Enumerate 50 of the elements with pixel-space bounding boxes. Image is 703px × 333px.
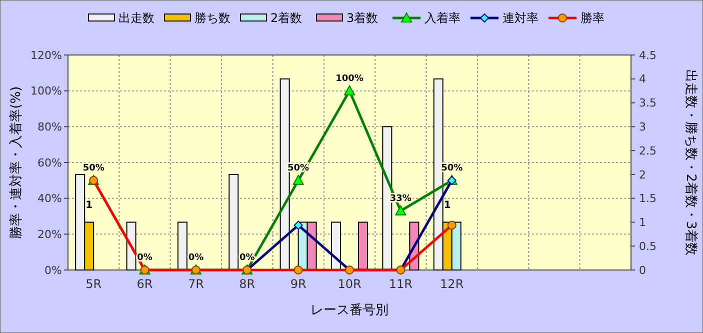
x-tick-label: 12R <box>440 277 464 291</box>
y2-tick-label: 3 <box>639 120 646 134</box>
y2-axis-title: 出走数・勝ち数・2着数・3着数 <box>683 70 699 256</box>
y2-tick-label: 0.5 <box>639 240 656 253</box>
bar <box>177 222 188 270</box>
y2-tick-label: 0 <box>639 264 646 277</box>
point <box>395 205 406 216</box>
y-tick-label: 0% <box>44 264 62 277</box>
legend-label: 3着数 <box>346 11 378 26</box>
point <box>294 220 303 230</box>
bar <box>331 222 341 270</box>
y-tick-label: 80% <box>38 120 62 134</box>
x-tick-label: 10R <box>338 277 362 291</box>
y2-tick-label: 4.5 <box>639 48 656 62</box>
x-tick-label: 8R <box>239 277 256 291</box>
y2-tick-label: 4 <box>639 72 646 86</box>
y-tick-label: 120% <box>30 48 62 62</box>
y2-tick-label: 1 <box>639 216 646 230</box>
bar <box>280 78 290 270</box>
x-tick-label: 11R <box>388 277 412 291</box>
x-axis-title: レース番号別 <box>310 303 388 318</box>
y2-tick-label: 2 <box>639 168 646 182</box>
x-tick-label: 5R <box>86 277 102 291</box>
legend-label: 出走数 <box>118 11 154 26</box>
bar <box>228 174 239 270</box>
y2-tick-label: 3.5 <box>639 96 656 110</box>
y-tick-label: 60% <box>38 156 62 170</box>
data-label: 1 <box>444 200 451 212</box>
legend-label: 勝ち数 <box>194 11 230 26</box>
data-label: 1 <box>86 200 93 212</box>
y-tick-label: 20% <box>38 228 62 242</box>
point <box>344 85 355 96</box>
y2-tick-label: 2.5 <box>639 144 656 158</box>
bar <box>358 222 368 270</box>
legend-label: 入着率 <box>424 11 460 26</box>
data-label: 50% <box>82 163 104 174</box>
y2-tick-label: 1.5 <box>639 192 656 206</box>
legend-label: 2着数 <box>270 11 302 26</box>
bar <box>382 126 392 270</box>
legend-label: 勝率 <box>580 11 604 26</box>
data-label: 0% <box>188 253 204 263</box>
x-tick-label: 7R <box>188 277 204 291</box>
y-tick-label: 100% <box>30 84 62 98</box>
point <box>292 174 304 185</box>
x-tick-label: 6R <box>136 277 153 291</box>
legend-label: 連対率 <box>502 11 538 26</box>
y-tick-label: 40% <box>38 192 62 206</box>
x-tick-label: 9R <box>290 277 306 291</box>
y-axis-title: 勝率・連対率・入着率(%) <box>8 86 24 239</box>
data-label: 100% <box>336 74 364 84</box>
